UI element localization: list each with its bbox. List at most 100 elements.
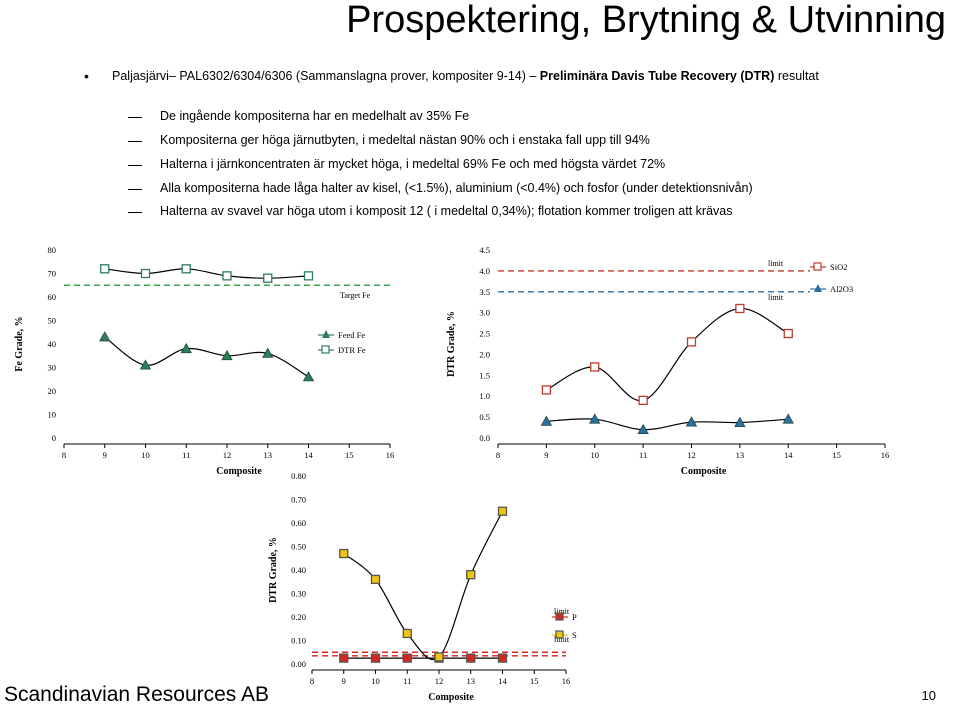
y-tick-label: 1.0 [479,391,490,401]
data-point-square [735,303,745,314]
y-axis-title: DTR Grade, % [268,537,279,603]
data-point-square [339,653,349,663]
reference-label: limit [768,293,784,302]
x-tick-label: 12 [435,676,444,686]
data-point-square [590,362,600,372]
x-tick-label: 9 [544,450,548,460]
footer-company: Scandinavian Resources AB [4,683,269,706]
x-tick-label: 15 [345,450,354,460]
data-point-square [466,653,476,663]
data-point-triangle [589,413,601,424]
y-tick-label: 0.50 [291,542,306,552]
series-line [546,307,789,402]
data-point-square [181,264,191,274]
data-point-triangle [637,423,649,435]
data-point-triangle [99,331,111,342]
data-point-triangle [302,371,315,382]
x-tick-label: 8 [62,450,66,460]
x-tick-label: 10 [591,450,600,460]
legend-label: SiO2 [830,262,847,272]
data-point-square [466,570,476,580]
main-bullet-prefix: Paljasjärvi– PAL6302/6304/6306 (Sammansl… [112,69,540,83]
legend-marker [555,612,564,621]
y-tick-label: 2.5 [479,329,490,339]
dash-icon [128,165,142,166]
data-point-square [434,652,444,662]
data-point-square [303,271,314,281]
y-tick-label: 2.0 [479,349,490,359]
legend-marker [322,330,330,338]
data-point-triangle [180,342,192,354]
slide-title: Prospektering, Brytning & Utvinning [346,0,946,41]
data-point-square [497,653,508,663]
y-tick-label: 0.0 [479,433,490,443]
x-tick-label: 10 [371,676,380,686]
y-tick-label: 0.60 [291,518,306,528]
dash-icon [128,141,142,142]
y-tick-label: 3.0 [479,308,490,318]
sub-bullet-2: Kompositerna ger höga järnutbyten, i med… [160,133,650,147]
legend-marker [814,284,822,292]
x-tick-label: 15 [832,450,841,460]
dash-icon [128,212,142,213]
series-line [546,418,789,431]
y-tick-label: 0.80 [291,471,306,481]
x-axis-title: Composite [681,466,727,477]
x-tick-label: 8 [310,676,314,686]
y-tick-label: 3.5 [479,287,490,297]
y-tick-label: 4.5 [479,245,490,255]
y-tick-label: 80 [48,245,57,255]
data-point-square [402,628,412,639]
x-tick-label: 13 [264,450,273,460]
data-point-square [370,574,381,585]
data-point-triangle [782,413,794,424]
y-tick-label: 0.40 [291,565,306,575]
y-tick-label: 0.00 [291,659,306,669]
x-tick-label: 16 [881,450,890,460]
x-tick-label: 12 [223,450,232,460]
y-tick-label: 60 [48,292,57,302]
x-tick-label: 8 [496,450,500,460]
data-point-square [638,395,648,406]
x-tick-label: 9 [342,676,346,686]
legend-label: Al2O3 [830,284,853,294]
y-tick-label: 0.30 [291,589,306,599]
x-tick-label: 14 [784,450,793,460]
y-tick-label: 30 [48,363,57,373]
data-point-triangle [685,416,698,427]
y-tick-label: 0 [52,433,56,443]
p-s-chart: 0.00 0.10 0.20 0.30 0.40 0.50 0.60 0.70 0.80 8 9 10… [268,471,577,703]
data-point-square [140,268,151,279]
data-point-square [100,264,110,274]
x-tick-label: 15 [530,676,539,686]
x-tick-label: 11 [403,676,411,686]
data-point-square [402,653,412,663]
x-tick-label: 11 [182,450,190,460]
series-line [104,268,309,279]
x-axis-title: Composite [216,466,262,477]
x-tick-label: 10 [141,450,150,460]
data-point-square [541,385,552,395]
legend-label: Feed Fe [338,330,365,340]
y-tick-label: 0.5 [479,412,490,422]
reference-label: limit [554,607,570,616]
data-point-square [263,273,273,283]
data-point-square [686,337,697,347]
data-point-triangle [262,347,274,358]
reference-label: Target Fe [340,291,371,300]
data-point-triangle [139,359,152,370]
x-axis-title: Composite [428,692,474,703]
legend-marker [321,345,330,354]
x-tick-label: 16 [562,676,571,686]
y-tick-label: 1.5 [479,370,490,380]
sio2-al2o3-chart: 0.0 0.5 1.0 1.5 2.0 2.5 3.0 3.5 4.0 4.5 8 9 10 11 12 13… [446,245,890,477]
data-point-triangle [540,415,553,426]
x-tick-label: 14 [498,676,507,686]
dash-icon [128,117,142,118]
series-line [104,336,309,378]
data-point-triangle [221,349,233,361]
x-tick-label: 16 [386,450,395,460]
data-point-square [497,506,508,516]
data-point-triangle [734,416,746,427]
